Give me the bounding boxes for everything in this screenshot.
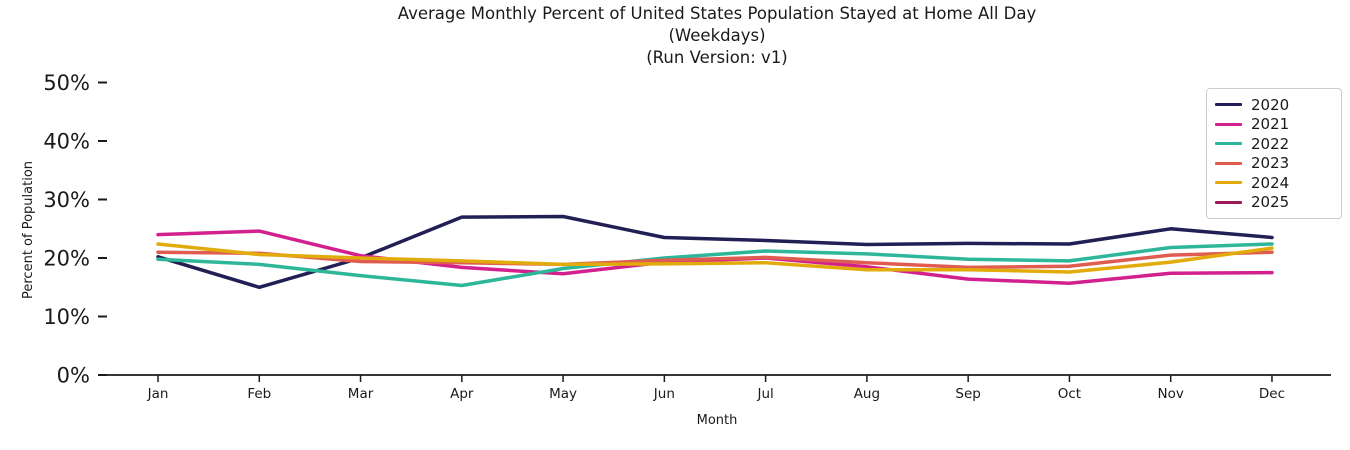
series-line-2023 xyxy=(156,250,1274,270)
legend-label-2023: 2023 xyxy=(1251,154,1290,173)
x-tick-label: Sep xyxy=(955,386,980,402)
y-tick-label: 0% xyxy=(57,364,90,388)
y-tick-label: 40% xyxy=(43,130,90,154)
x-tick-label: Apr xyxy=(450,386,474,402)
generated-chart-content: 0% 10% 20% 30% 40% 50% Jan Feb Mar Apr May Jun Jul Au… xyxy=(43,71,1285,402)
x-axis-label: Month xyxy=(697,413,738,428)
legend-label-2022: 2022 xyxy=(1251,134,1290,153)
chart-title-line2: (Weekdays) xyxy=(668,26,765,45)
series-line-2024 xyxy=(156,242,1274,274)
legend-item-2021: 2021 xyxy=(1215,115,1331,135)
y-tick-label: 50% xyxy=(43,71,90,95)
x-tick-label: Oct xyxy=(1058,386,1081,402)
x-tick-label: Nov xyxy=(1158,386,1184,402)
legend-item-2024: 2024 xyxy=(1215,173,1331,193)
x-tick-label: Jun xyxy=(653,386,675,402)
legend: 2020 2021 2022 2023 2024 2025 xyxy=(1206,88,1342,219)
legend-swatch-2021 xyxy=(1215,122,1242,126)
y-tick-label: 30% xyxy=(43,188,90,212)
legend-item-2025: 2025 xyxy=(1215,193,1331,213)
y-tick-label: 20% xyxy=(43,247,90,271)
x-tick-label: Aug xyxy=(854,386,880,402)
legend-swatch-2025 xyxy=(1215,200,1242,204)
legend-label-2025: 2025 xyxy=(1251,193,1290,212)
legend-item-2023: 2023 xyxy=(1215,154,1331,174)
x-tick-label: Jan xyxy=(147,386,169,402)
legend-swatch-2024 xyxy=(1215,181,1242,185)
series-line-2020 xyxy=(156,214,1274,290)
chart-title-line1: Average Monthly Percent of United States… xyxy=(398,4,1037,23)
legend-item-2022: 2022 xyxy=(1215,134,1331,154)
legend-item-2020: 2020 xyxy=(1215,95,1331,115)
chart-title-line3: (Run Version: v1) xyxy=(646,48,788,67)
legend-label-2021: 2021 xyxy=(1251,115,1290,134)
legend-swatch-2022 xyxy=(1215,142,1242,146)
x-tick-label: Jul xyxy=(756,386,773,402)
legend-label-2020: 2020 xyxy=(1251,95,1290,114)
y-tick-label: 10% xyxy=(43,305,90,329)
y-axis-label: Percent of Population xyxy=(21,161,36,299)
x-tick-label: Feb xyxy=(247,386,271,402)
series-line-2022 xyxy=(156,242,1274,288)
x-tick-label: May xyxy=(549,386,577,402)
legend-swatch-2020 xyxy=(1215,103,1242,107)
x-tick-label: Mar xyxy=(348,386,374,402)
legend-label-2024: 2024 xyxy=(1251,173,1290,192)
x-tick-label: Dec xyxy=(1259,386,1285,402)
legend-swatch-2023 xyxy=(1215,161,1242,165)
